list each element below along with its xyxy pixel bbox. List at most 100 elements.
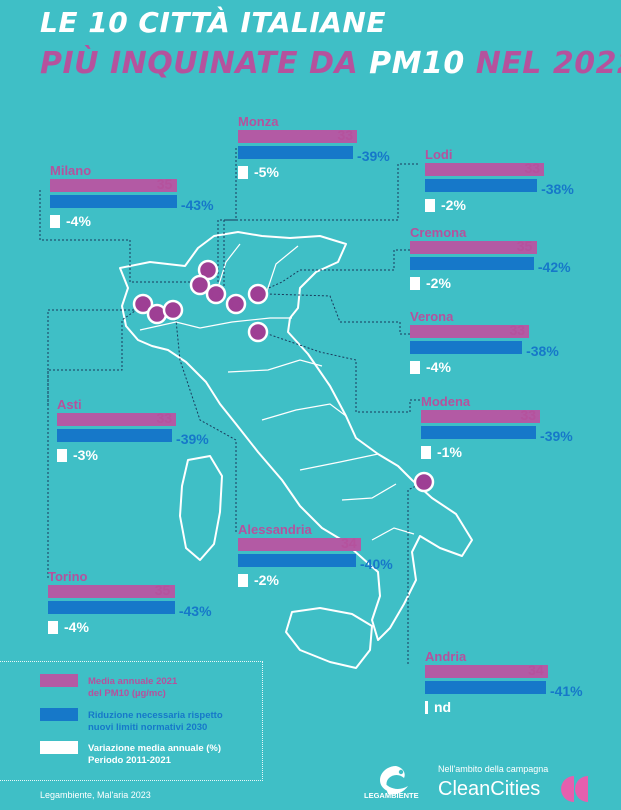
city-name-monza: Monza [238,114,279,129]
pm10-bar-torino [48,585,175,598]
marker-andria [413,471,435,493]
reduction-bar-andria [425,681,546,694]
reduction-value-torino: -43% [178,603,212,619]
reduction-value-milano: -43% [180,197,214,213]
italy-outline [119,231,473,641]
trend-bar-milano [50,215,60,228]
pm10-value-andria: 34 [528,662,544,678]
subtitle-end: NEL 2022 [475,46,621,81]
pm10-value-lodi: 33 [524,160,541,176]
reduction-value-lodi: -38% [541,181,574,197]
source-note: Legambiente, Mal'aria 2023 [40,790,151,800]
city-name-torino: Torino [48,569,88,584]
reduction-value-alessandria: -40% [360,556,393,572]
marker-torino [162,299,184,321]
legend-label: Media annuale 2021 del PM10 (µg/mc) [88,676,178,699]
reduction-bar-alessandria [238,554,356,567]
pm10-value-torino: 35 [154,582,171,598]
reduction-bar-lodi [425,179,538,192]
reduction-bar-asti [57,429,173,442]
legend-swatch [40,708,78,721]
city-name-cremona: Cremona [410,225,467,240]
pm10-value-alessandria: 34 [341,535,357,551]
trend-bar-verona [410,361,420,374]
city-name-asti: Asti [57,397,82,412]
campaign-brand: CleanCities [438,778,541,800]
trend-bar-andria [425,701,428,714]
campaign-note: Nell'ambito della campagna [438,764,549,774]
trend-bar-cremona [410,277,420,290]
legambiente-logo-icon [380,766,408,795]
legambiente-logo-text: LEGAMBIENTE [364,791,419,800]
reduction-bar-cremona [410,257,534,270]
leader-lines [39,148,425,664]
pm10-value-cremona: 35 [516,238,533,254]
pm10-bar-andria [425,665,549,678]
trend-value-cremona: -2% [426,275,451,291]
reduction-value-verona: -38% [526,343,559,359]
legend-swatch [40,741,78,754]
trend-bar-asti [57,449,67,462]
pm10-bar-monza [238,130,358,143]
city-markers [132,259,435,493]
marker-cremona [225,293,247,315]
pm10-bar-verona [410,325,530,338]
subtitle-accent: PM10 [369,46,465,81]
sicily-outline [285,607,373,669]
city-name-andria: Andria [425,649,467,664]
pm10-value-verona: 33 [509,322,526,338]
reduction-value-andria: -41% [549,683,583,699]
page-subtitle: PIÙ INQUINATE DA PM10 NEL 2022 [40,46,621,81]
marker-modena [247,321,269,343]
reduction-value-asti: -39% [176,431,209,447]
reduction-value-monza: -39% [357,148,390,164]
trend-value-milano: -4% [66,213,91,229]
trend-value-andria: nd [434,699,452,715]
marker-lodi [205,283,227,305]
pm10-bar-modena [421,410,541,423]
reduction-value-cremona: -42% [537,259,571,275]
reduction-value-modena: -39% [540,428,573,444]
page-title: LE 10 CITTÀ ITALIANE [40,6,386,39]
city-name-modena: Modena [421,394,471,409]
legend-label: Riduzione necessaria rispetto nuovi limi… [88,710,223,733]
reduction-bar-modena [421,426,537,439]
pm10-bar-cremona [410,241,537,254]
trend-bar-monza [238,166,248,179]
trend-value-torino: -4% [64,619,89,635]
legend-label: Variazione media annuale (%) Periodo 201… [88,743,222,766]
marker-milano [189,274,211,296]
city-name-alessandria: Alessandria [238,522,312,537]
cleancities-logo-icon [561,776,588,802]
trend-value-monza: -5% [254,164,279,180]
trend-bar-modena [421,446,431,459]
reduction-bar-torino [48,601,175,614]
sardinia-outline [179,455,223,561]
reduction-bar-milano [50,195,177,208]
trend-value-lodi: -2% [441,197,466,213]
pm10-value-monza: 33 [337,127,354,143]
city-name-verona: Verona [410,309,454,324]
trend-value-alessandria: -2% [254,572,279,588]
legend-swatch [40,674,78,687]
marker-verona [247,283,269,305]
trend-value-modena: -1% [437,444,462,460]
pm10-bar-lodi [425,163,545,176]
trend-bar-alessandria [238,574,248,587]
trend-bar-torino [48,621,58,634]
legend [0,661,263,781]
trend-value-verona: -4% [426,359,451,375]
pm10-value-asti: 33 [156,410,173,426]
pm10-value-milano: 35 [156,176,173,192]
subtitle-start: PIÙ INQUINATE DA [40,46,370,81]
pm10-bar-alessandria [238,538,362,551]
pm10-bar-asti [57,413,177,426]
reduction-bar-monza [238,146,354,159]
trend-bar-lodi [425,199,435,212]
pm10-bar-milano [50,179,177,192]
city-name-milano: Milano [50,163,92,178]
pm10-value-modena: 33 [520,407,537,423]
reduction-bar-verona [410,341,523,354]
